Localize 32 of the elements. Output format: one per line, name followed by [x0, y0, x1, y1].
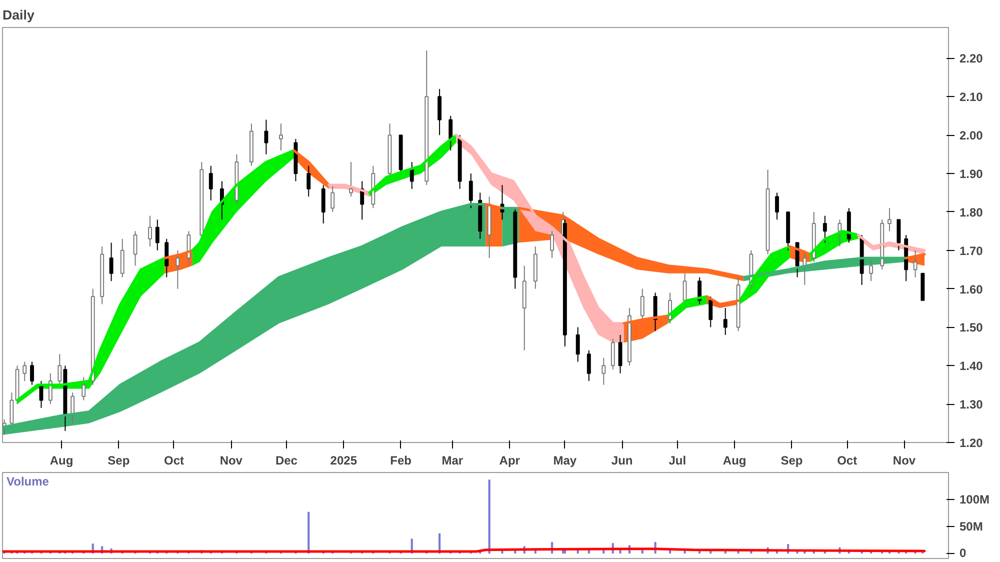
- x-tick-label: Sep: [108, 454, 130, 468]
- x-tick-label: Aug: [722, 454, 746, 468]
- y-tick-label: 2.10: [960, 90, 984, 104]
- x-tick-label: Mar: [442, 454, 464, 468]
- y-tick-label: 1.90: [960, 167, 984, 182]
- y-tick-label: 1.30: [960, 398, 984, 412]
- x-tick-label: Jun: [611, 454, 633, 468]
- y-tick-label: 1.60: [960, 282, 984, 296]
- x-tick-label: Jul: [668, 454, 686, 468]
- y-tick-label: 1.20: [960, 436, 984, 450]
- x-tick-label: Nov: [892, 454, 916, 468]
- y-tick-label: 1.50: [960, 320, 984, 335]
- x-tick-label: Nov: [220, 454, 243, 468]
- x-tick-label: Feb: [390, 454, 412, 468]
- chart-title: Volume: [6, 474, 50, 488]
- y-tick-label: 1.70: [960, 244, 984, 258]
- x-tick-label: Apr: [499, 454, 520, 468]
- x-tick-label: Sep: [780, 454, 803, 468]
- x-tick-label: Aug: [50, 454, 74, 468]
- y-tick-label: 0: [960, 546, 966, 560]
- x-tick-label: May: [553, 454, 577, 468]
- x-tick-label: Dec: [275, 454, 298, 468]
- x-tick-label: 2025: [330, 454, 358, 468]
- y-tick-label: 1.80: [960, 205, 984, 220]
- y-tick-label: 100M: [960, 492, 990, 506]
- y-tick-label: 50M: [960, 519, 983, 534]
- y-tick-label: 1.40: [960, 359, 984, 374]
- x-tick-label: Oct: [837, 454, 858, 468]
- y-tick-label: 2.00: [960, 128, 984, 143]
- chart-title: Daily: [2, 8, 35, 22]
- y-tick-label: 2.20: [960, 52, 984, 66]
- x-tick-label: Oct: [164, 454, 184, 468]
